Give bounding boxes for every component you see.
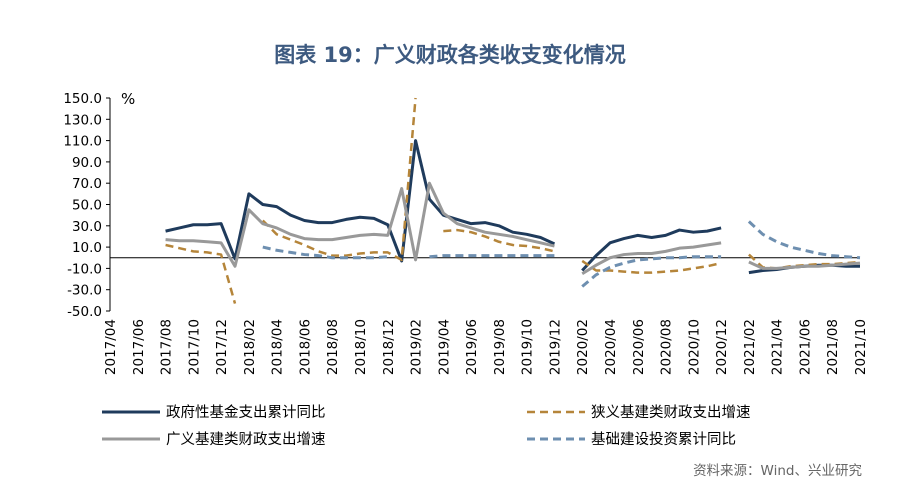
series-line-1 bbox=[165, 139, 860, 275]
x-tick-label: 2017/04 bbox=[103, 319, 119, 375]
x-tick-label: 2019/02 bbox=[409, 319, 425, 375]
legend-label-2: 狭义基建类财政支出增速 bbox=[591, 404, 751, 421]
x-tick-label: 2020/08 bbox=[659, 319, 675, 375]
x-tick-label: 2018/08 bbox=[325, 319, 341, 375]
x-tick-label: 2020/02 bbox=[575, 319, 591, 375]
x-tick-label: 2020/04 bbox=[603, 319, 619, 375]
y-tick-label: 30.0 bbox=[72, 219, 102, 235]
y-tick-label: -50.0 bbox=[67, 304, 102, 320]
x-tick-label: 2019/04 bbox=[436, 319, 452, 375]
x-tick-label: 2018/02 bbox=[242, 319, 258, 375]
x-tick-label: 2020/12 bbox=[714, 319, 730, 375]
x-tick-label: 2017/08 bbox=[159, 319, 175, 375]
legend-label-1: 政府性基金支出累计同比 bbox=[166, 404, 326, 421]
y-tick-label: 90.0 bbox=[72, 155, 102, 171]
source-note: 资料来源：Wind、兴业研究 bbox=[693, 463, 862, 479]
x-tick-label: 2021/08 bbox=[825, 319, 841, 375]
y-tick-label: 130.0 bbox=[63, 112, 102, 128]
x-tick-label: 2018/04 bbox=[270, 319, 286, 375]
x-tick-label: 2020/06 bbox=[631, 319, 647, 375]
y-tick-label: 150.0 bbox=[63, 91, 102, 107]
x-tick-label: 2021/06 bbox=[797, 319, 813, 375]
x-tick-label: 2021/10 bbox=[853, 319, 869, 375]
x-tick-label: 2019/10 bbox=[520, 319, 536, 375]
x-tick-label: 2017/12 bbox=[214, 319, 230, 375]
y-tick-label: 70.0 bbox=[72, 176, 102, 192]
axes-group: 150.0 130.0 110.0 90.0 70.0 50.0 30.0 10.0 -10.0… bbox=[63, 91, 869, 375]
y-tick-label: -10.0 bbox=[67, 261, 102, 277]
y-tick-label: 110.0 bbox=[63, 134, 102, 150]
x-tick-label: 2019/06 bbox=[464, 319, 480, 375]
y-tick-label: 10.0 bbox=[72, 240, 102, 256]
chart-title: 图表 19：广义财政各类收支变化情况 bbox=[274, 43, 626, 67]
x-tick-label: 2017/10 bbox=[186, 319, 202, 375]
x-tick-label: 2021/04 bbox=[770, 319, 786, 375]
y-tick-label: 50.0 bbox=[72, 198, 102, 214]
x-tick-label: 2019/08 bbox=[492, 319, 508, 375]
x-tick-label: 2019/12 bbox=[547, 319, 563, 375]
legend-label-4: 基础建设投资累计同比 bbox=[591, 431, 736, 448]
series-line-3 bbox=[165, 181, 861, 276]
series-line-2 bbox=[165, 97, 861, 304]
series-group bbox=[165, 97, 861, 304]
x-tick-label: 2021/02 bbox=[742, 319, 758, 375]
series-line-4 bbox=[262, 220, 861, 288]
legend-label-3: 广义基建类财政支出增速 bbox=[166, 431, 326, 448]
x-tick-label: 2018/06 bbox=[297, 319, 313, 375]
y-tick-label: -30.0 bbox=[67, 283, 102, 299]
x-tick-label: 2018/10 bbox=[353, 319, 369, 375]
x-tick-label: 2018/12 bbox=[381, 319, 397, 375]
y-axis-unit: % bbox=[121, 90, 135, 108]
x-tick-label: 2020/10 bbox=[686, 319, 702, 375]
x-tick-label: 2017/06 bbox=[131, 319, 147, 375]
